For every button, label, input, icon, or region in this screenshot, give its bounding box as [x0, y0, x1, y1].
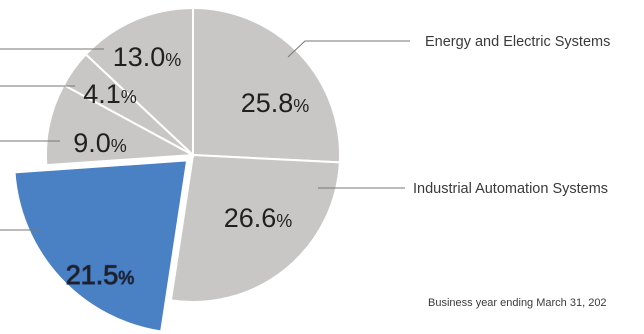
- segment-name-labels: Energy and Electric Systems Industrial Au…: [413, 34, 610, 197]
- pie-slice: [192, 6, 341, 164]
- leader-lines: [0, 40, 410, 231]
- pie-slice: [13, 159, 189, 333]
- pie-slice: [84, 6, 194, 158]
- slice-percentage-label: 9.0%: [73, 128, 127, 158]
- slice-percentage-label: 26.6%: [224, 203, 293, 233]
- slice-percentage-label: 13.0%: [113, 42, 182, 72]
- slice-percentage-label: 25.8%: [241, 88, 310, 118]
- slice-percentage-label: 21.5%: [66, 260, 135, 290]
- business-year-note: Business year ending March 31, 202: [428, 297, 607, 309]
- segment-name-label: Energy and Electric Systems: [425, 34, 610, 50]
- leader-line: [287, 40, 410, 58]
- segment-name-label: Industrial Automation Systems: [413, 181, 608, 197]
- pie-slice: [169, 153, 341, 303]
- slice-percentage-label: 4.1%: [83, 79, 137, 109]
- percentage-labels: 25.8% 26.6% 21.5% 9.0% 4.1% 13.0%: [65, 42, 310, 291]
- pie-slices: [13, 6, 341, 333]
